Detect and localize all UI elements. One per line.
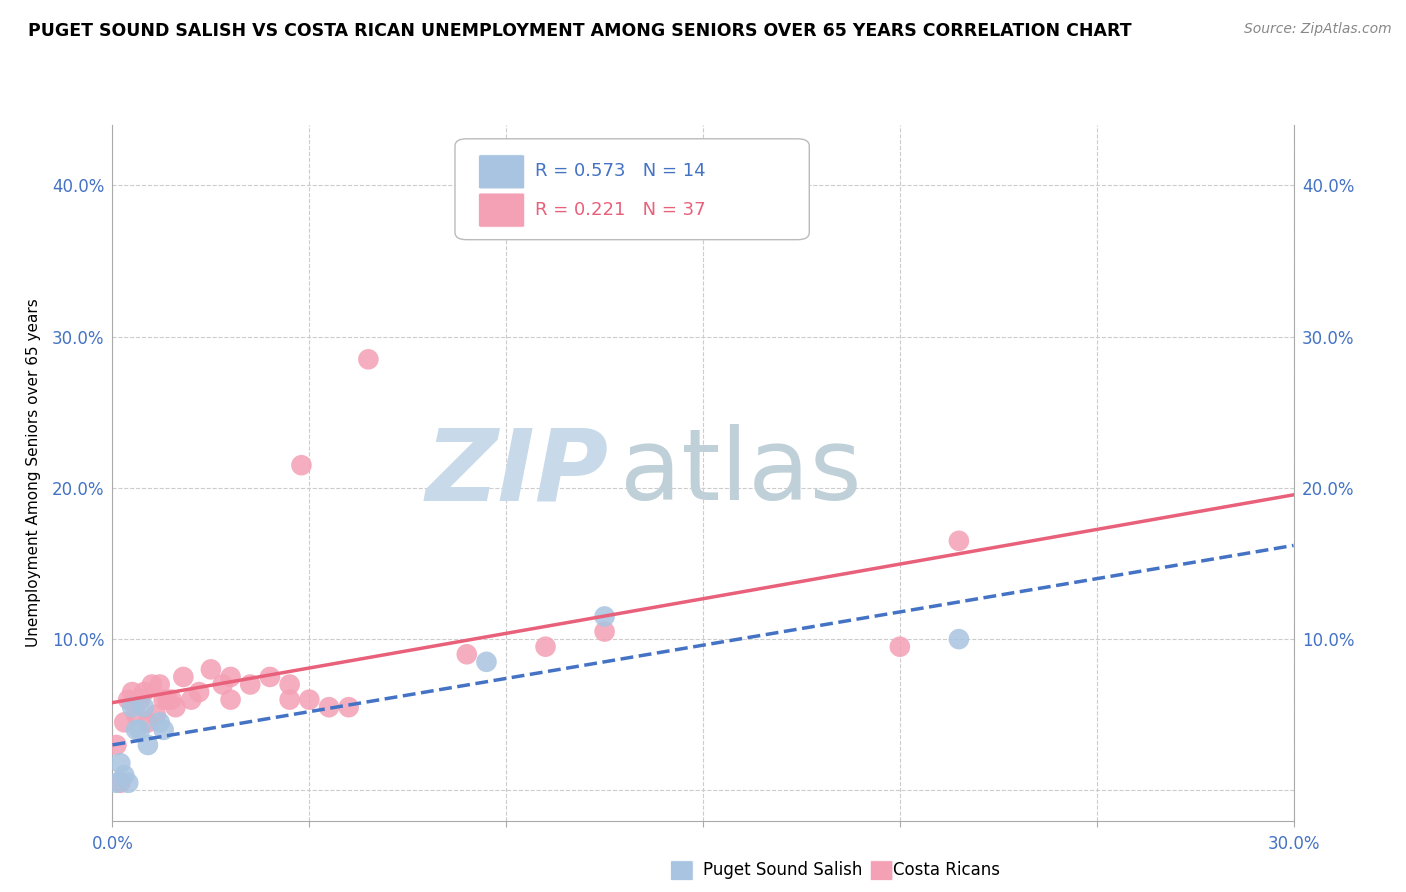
Point — [278, 677, 301, 691]
Point — [117, 692, 139, 706]
Point — [149, 677, 172, 691]
Point — [121, 700, 143, 714]
Point — [110, 776, 132, 790]
Point — [125, 707, 148, 722]
Point — [136, 715, 159, 730]
Point — [110, 756, 132, 771]
Point — [129, 723, 152, 737]
Point — [180, 692, 202, 706]
Point — [948, 632, 970, 647]
Point — [165, 700, 187, 714]
Point — [129, 692, 152, 706]
Point — [219, 692, 242, 706]
Text: ZIP: ZIP — [426, 425, 609, 521]
Point — [889, 640, 911, 654]
Point — [219, 670, 242, 684]
Point — [948, 533, 970, 548]
Text: Costa Ricans: Costa Ricans — [893, 861, 1000, 879]
Point — [318, 700, 340, 714]
Point — [239, 677, 262, 691]
Point — [156, 692, 179, 706]
FancyBboxPatch shape — [478, 155, 524, 189]
Point — [152, 723, 174, 737]
Point — [125, 723, 148, 737]
Point — [112, 768, 135, 782]
Point — [121, 685, 143, 699]
Point — [132, 685, 155, 699]
Text: atlas: atlas — [620, 425, 862, 521]
Text: Puget Sound Salish: Puget Sound Salish — [703, 861, 862, 879]
Point — [593, 624, 616, 639]
Point — [211, 677, 233, 691]
Point — [200, 662, 222, 676]
Point — [172, 670, 194, 684]
Point — [337, 700, 360, 714]
Point — [136, 738, 159, 752]
Point — [456, 647, 478, 661]
Point — [160, 692, 183, 706]
Point — [290, 458, 312, 473]
Point — [593, 609, 616, 624]
Point — [117, 776, 139, 790]
Text: R = 0.573   N = 14: R = 0.573 N = 14 — [536, 162, 706, 180]
Point — [278, 692, 301, 706]
Point — [357, 352, 380, 367]
Text: R = 0.221   N = 37: R = 0.221 N = 37 — [536, 201, 706, 219]
Point — [149, 715, 172, 730]
Point — [475, 655, 498, 669]
Point — [105, 776, 128, 790]
Text: PUGET SOUND SALISH VS COSTA RICAN UNEMPLOYMENT AMONG SENIORS OVER 65 YEARS CORRE: PUGET SOUND SALISH VS COSTA RICAN UNEMPL… — [28, 22, 1132, 40]
Point — [132, 700, 155, 714]
Point — [298, 692, 321, 706]
Point — [141, 677, 163, 691]
Point — [534, 640, 557, 654]
Text: Source: ZipAtlas.com: Source: ZipAtlas.com — [1244, 22, 1392, 37]
Point — [152, 692, 174, 706]
FancyBboxPatch shape — [478, 193, 524, 227]
Point — [112, 715, 135, 730]
Point — [259, 670, 281, 684]
Point — [188, 685, 211, 699]
Y-axis label: Unemployment Among Seniors over 65 years: Unemployment Among Seniors over 65 years — [25, 299, 41, 647]
Point — [105, 738, 128, 752]
FancyBboxPatch shape — [456, 139, 810, 240]
Point — [145, 707, 167, 722]
